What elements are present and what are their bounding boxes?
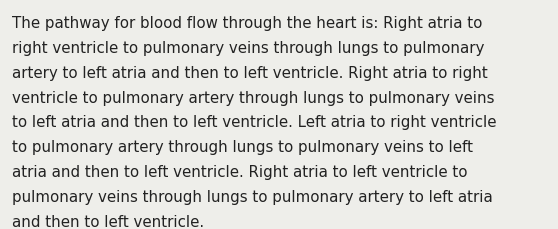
- Text: The pathway for blood flow through the heart is: Right atria to: The pathway for blood flow through the h…: [12, 16, 483, 31]
- Text: to pulmonary artery through lungs to pulmonary veins to left: to pulmonary artery through lungs to pul…: [12, 140, 473, 155]
- Text: to left atria and then to left ventricle. Left atria to right ventricle: to left atria and then to left ventricle…: [12, 115, 497, 130]
- Text: artery to left atria and then to left ventricle. Right atria to right: artery to left atria and then to left ve…: [12, 65, 488, 80]
- Text: right ventricle to pulmonary veins through lungs to pulmonary: right ventricle to pulmonary veins throu…: [12, 41, 485, 56]
- Text: ventricle to pulmonary artery through lungs to pulmonary veins: ventricle to pulmonary artery through lu…: [12, 90, 495, 105]
- Text: and then to left ventricle.: and then to left ventricle.: [12, 214, 204, 229]
- Text: atria and then to left ventricle. Right atria to left ventricle to: atria and then to left ventricle. Right …: [12, 164, 468, 179]
- Text: pulmonary veins through lungs to pulmonary artery to left atria: pulmonary veins through lungs to pulmona…: [12, 189, 493, 204]
